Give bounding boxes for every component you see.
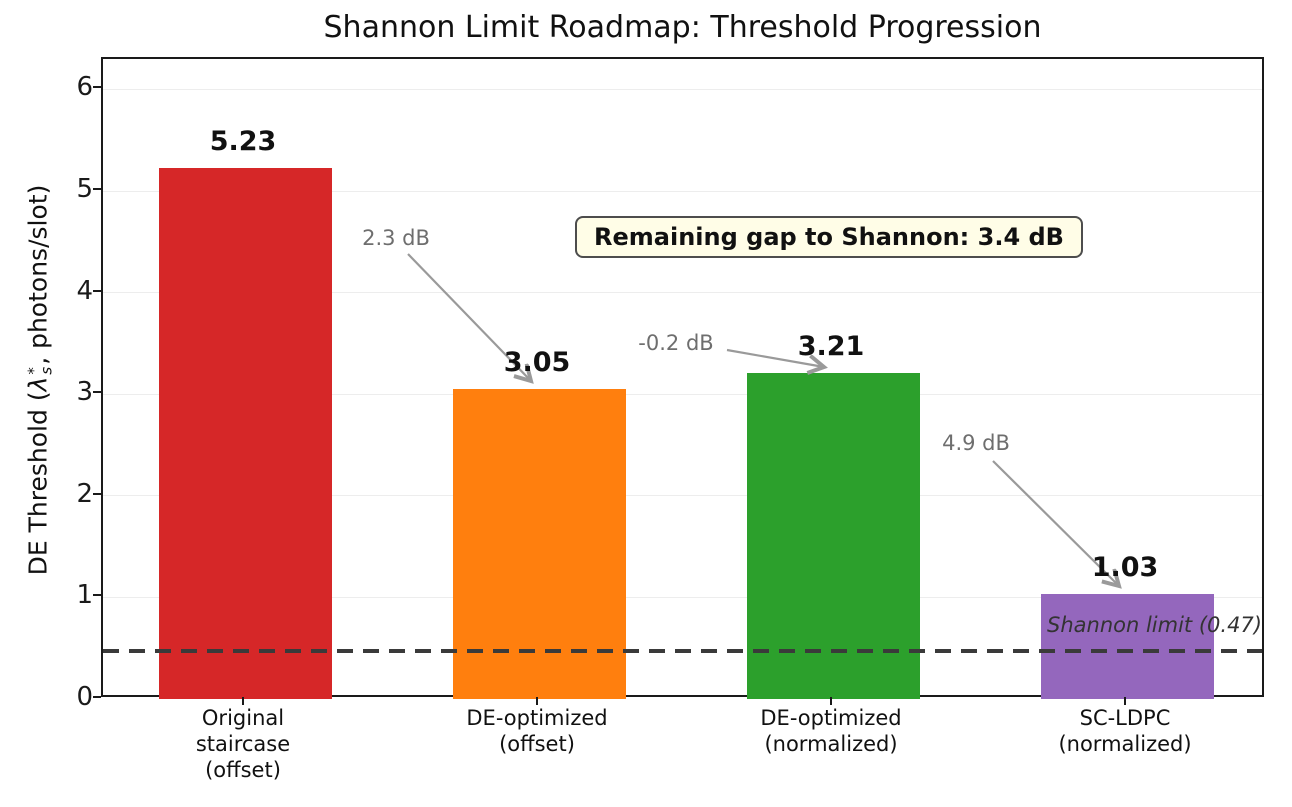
shannon-limit-label: Shannon limit (0.47) [1047, 613, 1262, 637]
gridline-y3 [103, 393, 1262, 395]
annotation-text-4-9-db: 4.9 dB [942, 431, 1010, 455]
bar-de-optimized-normalized [746, 372, 920, 699]
xtick-label-line: DE-optimized [760, 706, 902, 730]
shannon-limit-line [103, 649, 1262, 654]
xtick-label-original-staircase-offset: Original staircase (offset) [113, 705, 373, 783]
gridline-y4 [103, 292, 1262, 294]
bar-sc-ldpc-normalized [1040, 594, 1214, 699]
xtick-mark-3 [1124, 697, 1126, 705]
ytick-mark-3 [93, 391, 101, 394]
annotation-text-0-2-db: -0.2 dB [638, 331, 714, 355]
xtick-mark-0 [242, 697, 244, 705]
ytick-mark-5 [93, 188, 101, 191]
ytick-mark-2 [93, 492, 101, 495]
lambda-scripts: * s [24, 366, 55, 375]
bar-value-de-optimized-offset: 3.05 [503, 347, 571, 379]
annotation-text-2-3-db: 2.3 dB [362, 226, 430, 250]
chart-title: Shannon Limit Roadmap: Threshold Progres… [323, 10, 1042, 45]
xtick-mark-2 [830, 697, 832, 705]
xtick-label-line: (offset) [499, 732, 575, 756]
xtick-label-sc-ldpc-normalized: SC-LDPC (normalized) [995, 705, 1255, 757]
gridline-y5 [103, 190, 1262, 192]
gridline-y2 [103, 495, 1262, 497]
ytick-label-5: 5 [76, 174, 93, 205]
bar-de-optimized-offset [452, 389, 626, 699]
xtick-label-de-optimized-normalized: DE-optimized (normalized) [701, 705, 961, 757]
gridline-y1 [103, 596, 1262, 598]
ytick-label-2: 2 [76, 478, 93, 509]
ytick-label-3: 3 [76, 377, 93, 408]
ytick-label-4: 4 [76, 275, 93, 306]
gap-callout: Remaining gap to Shannon: 3.4 dB [575, 216, 1083, 258]
bar-original-staircase-offset [158, 167, 332, 699]
xtick-label-de-optimized-offset: DE-optimized (offset) [407, 705, 667, 757]
gridline-y6 [103, 88, 1262, 90]
ytick-label-1: 1 [76, 580, 93, 611]
xtick-label-line: (normalized) [764, 732, 898, 756]
ytick-label-6: 6 [76, 72, 93, 103]
xtick-label-line: (offset) [205, 758, 281, 782]
xtick-mark-1 [536, 697, 538, 705]
ytick-label-0: 0 [76, 682, 93, 712]
bar-value-de-optimized-normalized: 3.21 [797, 330, 865, 362]
ytick-mark-6 [93, 86, 101, 89]
xtick-label-line: (normalized) [1058, 732, 1192, 756]
ytick-mark-4 [93, 289, 101, 292]
xtick-label-line: staircase [195, 732, 291, 756]
ytick-mark-0 [93, 696, 101, 698]
bar-value-sc-ldpc-normalized: 1.03 [1091, 552, 1159, 584]
xtick-label-line: SC-LDPC [1079, 706, 1171, 730]
xtick-label-line: Original [201, 706, 285, 730]
ytick-mark-1 [93, 594, 101, 597]
lambda-subscript: s [37, 366, 55, 375]
xtick-label-line: DE-optimized [466, 706, 608, 730]
bar-value-original-staircase-offset: 5.23 [209, 125, 277, 157]
plot-area [101, 57, 1264, 699]
